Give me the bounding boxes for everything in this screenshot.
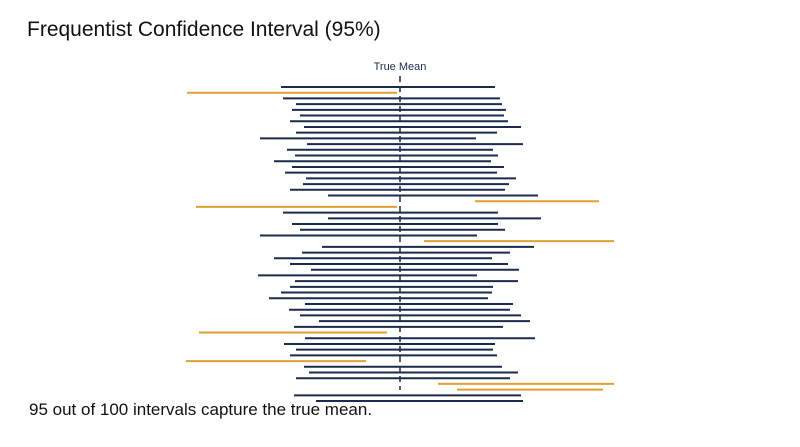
true-mean-label: True Mean [374, 61, 427, 73]
intervals-group [186, 86, 614, 403]
page-title: Frequentist Confidence Interval (95%) [27, 18, 381, 41]
caption: 95 out of 100 intervals capture the true… [29, 400, 373, 419]
